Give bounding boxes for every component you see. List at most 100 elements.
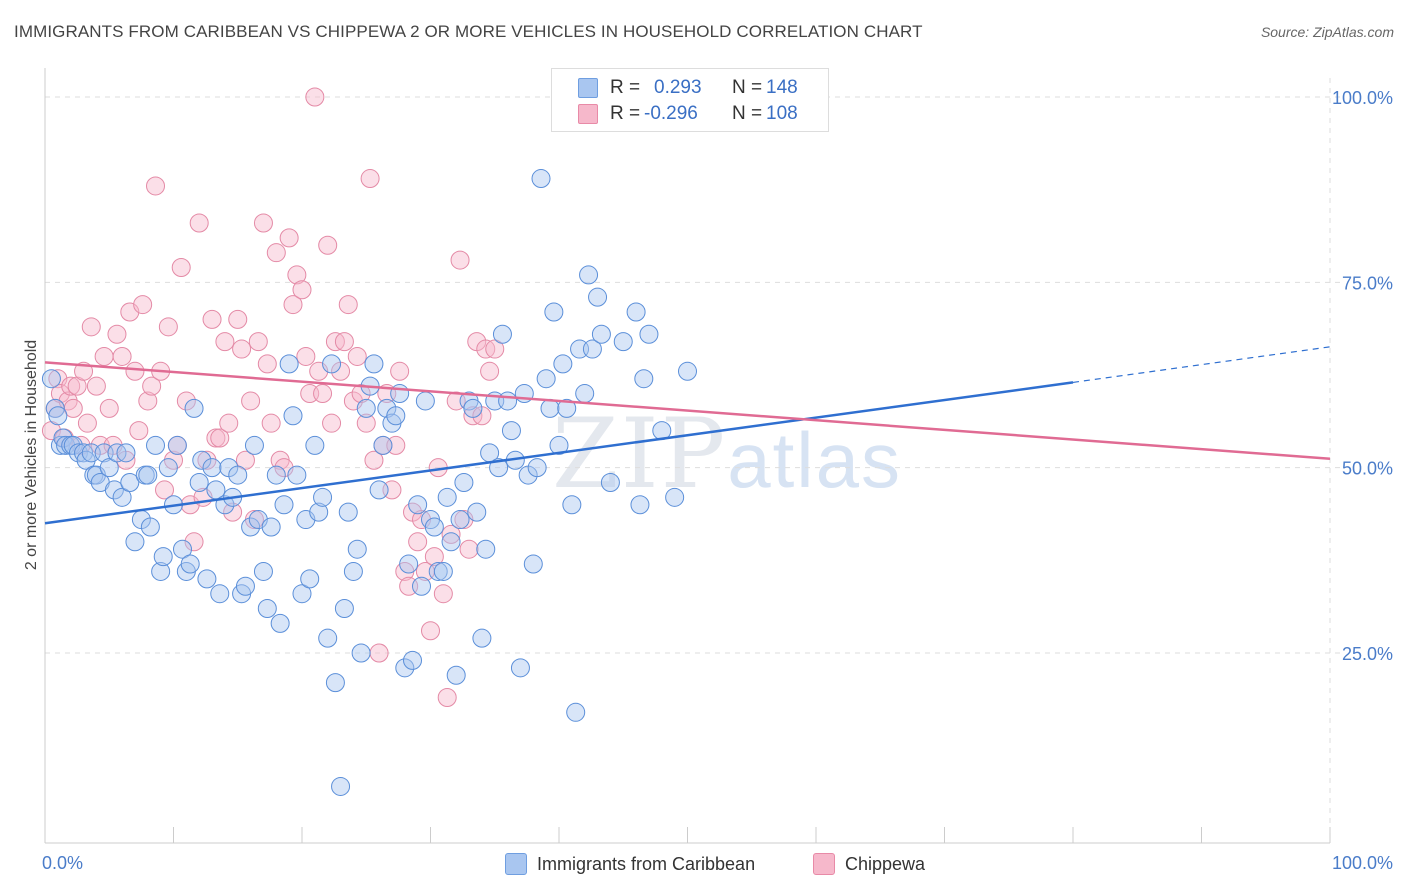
data-point	[99, 398, 119, 418]
data-point	[107, 324, 127, 344]
data-point	[210, 428, 230, 448]
data-point	[501, 421, 521, 441]
data-point	[296, 346, 316, 366]
data-point	[99, 458, 119, 478]
data-point	[557, 398, 577, 418]
data-point	[283, 406, 303, 426]
data-point	[266, 243, 286, 263]
trend-lines	[44, 346, 1331, 525]
data-point	[480, 361, 500, 381]
data-point	[373, 435, 393, 455]
data-point	[412, 576, 432, 596]
data-point	[399, 554, 419, 574]
data-point	[485, 339, 505, 359]
data-point	[531, 169, 551, 189]
data-point	[184, 398, 204, 418]
data-point	[364, 354, 384, 374]
data-point	[428, 561, 448, 581]
data-point	[257, 354, 277, 374]
data-point	[424, 547, 444, 567]
data-point	[241, 391, 261, 411]
data-point	[492, 324, 512, 344]
data-point	[215, 332, 235, 352]
correlation-legend: R = 0.293 N = 148 R = -0.296 N = 108	[551, 68, 829, 132]
data-point	[261, 517, 281, 537]
data-point	[678, 361, 697, 381]
data-point	[171, 258, 191, 278]
data-point	[125, 532, 145, 552]
data-point	[579, 265, 599, 285]
data-point	[347, 539, 367, 559]
data-point	[292, 584, 312, 604]
data-point	[472, 628, 492, 648]
y-tick-label: 25.0%	[1342, 644, 1393, 664]
data-point	[140, 517, 160, 537]
data-point	[408, 495, 428, 515]
data-point	[41, 369, 61, 389]
data-point	[133, 295, 153, 315]
legend-n-value: 108	[766, 103, 798, 124]
y-axis-title: 2 or more Vehicles in Household	[23, 340, 40, 570]
data-point	[463, 398, 483, 418]
data-point	[50, 384, 70, 404]
data-point	[120, 472, 140, 492]
axes	[44, 68, 1331, 844]
data-point	[146, 435, 166, 455]
data-point	[549, 435, 569, 455]
legend-n-value: 148	[766, 77, 798, 98]
data-point	[86, 376, 106, 396]
data-point	[202, 309, 222, 329]
data-point	[446, 665, 466, 685]
data-point	[287, 265, 307, 285]
data-point	[369, 643, 389, 663]
data-point	[287, 465, 307, 485]
trend-line-caribbean	[44, 381, 1074, 525]
x-tick-label: 100.0%	[1332, 853, 1393, 873]
data-point	[153, 547, 173, 567]
data-point	[112, 346, 132, 366]
data-point	[180, 554, 200, 574]
data-point	[155, 480, 175, 500]
data-point	[613, 332, 633, 352]
data-point	[433, 561, 453, 581]
legend-r-label: R =	[610, 103, 641, 124]
data-point	[270, 613, 290, 633]
data-point	[437, 487, 457, 507]
data-point	[116, 443, 136, 463]
data-point	[223, 502, 243, 522]
y-tick-label: 100.0%	[1332, 88, 1393, 108]
bottom-legend-chippewa: Chippewa	[813, 852, 925, 876]
data-point	[441, 524, 461, 544]
data-point	[53, 428, 73, 448]
data-point	[313, 487, 333, 507]
data-point	[334, 599, 354, 619]
data-point	[450, 510, 470, 530]
data-point	[257, 599, 277, 619]
data-point	[364, 450, 384, 470]
data-point	[665, 487, 685, 507]
data-point	[318, 628, 338, 648]
data-point	[325, 673, 345, 693]
data-point	[523, 554, 543, 574]
data-point	[562, 495, 582, 515]
data-point	[48, 406, 68, 426]
data-point	[343, 561, 363, 581]
data-point	[172, 539, 192, 559]
data-point	[441, 532, 461, 552]
data-point	[81, 317, 101, 337]
data-point	[334, 332, 354, 352]
data-point	[210, 584, 230, 604]
data-point	[313, 384, 333, 404]
data-point	[356, 398, 376, 418]
data-point	[510, 658, 530, 678]
data-point	[279, 354, 299, 374]
data-point	[104, 480, 124, 500]
data-point	[395, 658, 415, 678]
data-point	[74, 443, 94, 463]
data-point	[125, 361, 145, 381]
data-point	[467, 502, 487, 522]
data-point	[129, 421, 149, 441]
data-point	[292, 280, 312, 300]
data-point	[228, 309, 248, 329]
